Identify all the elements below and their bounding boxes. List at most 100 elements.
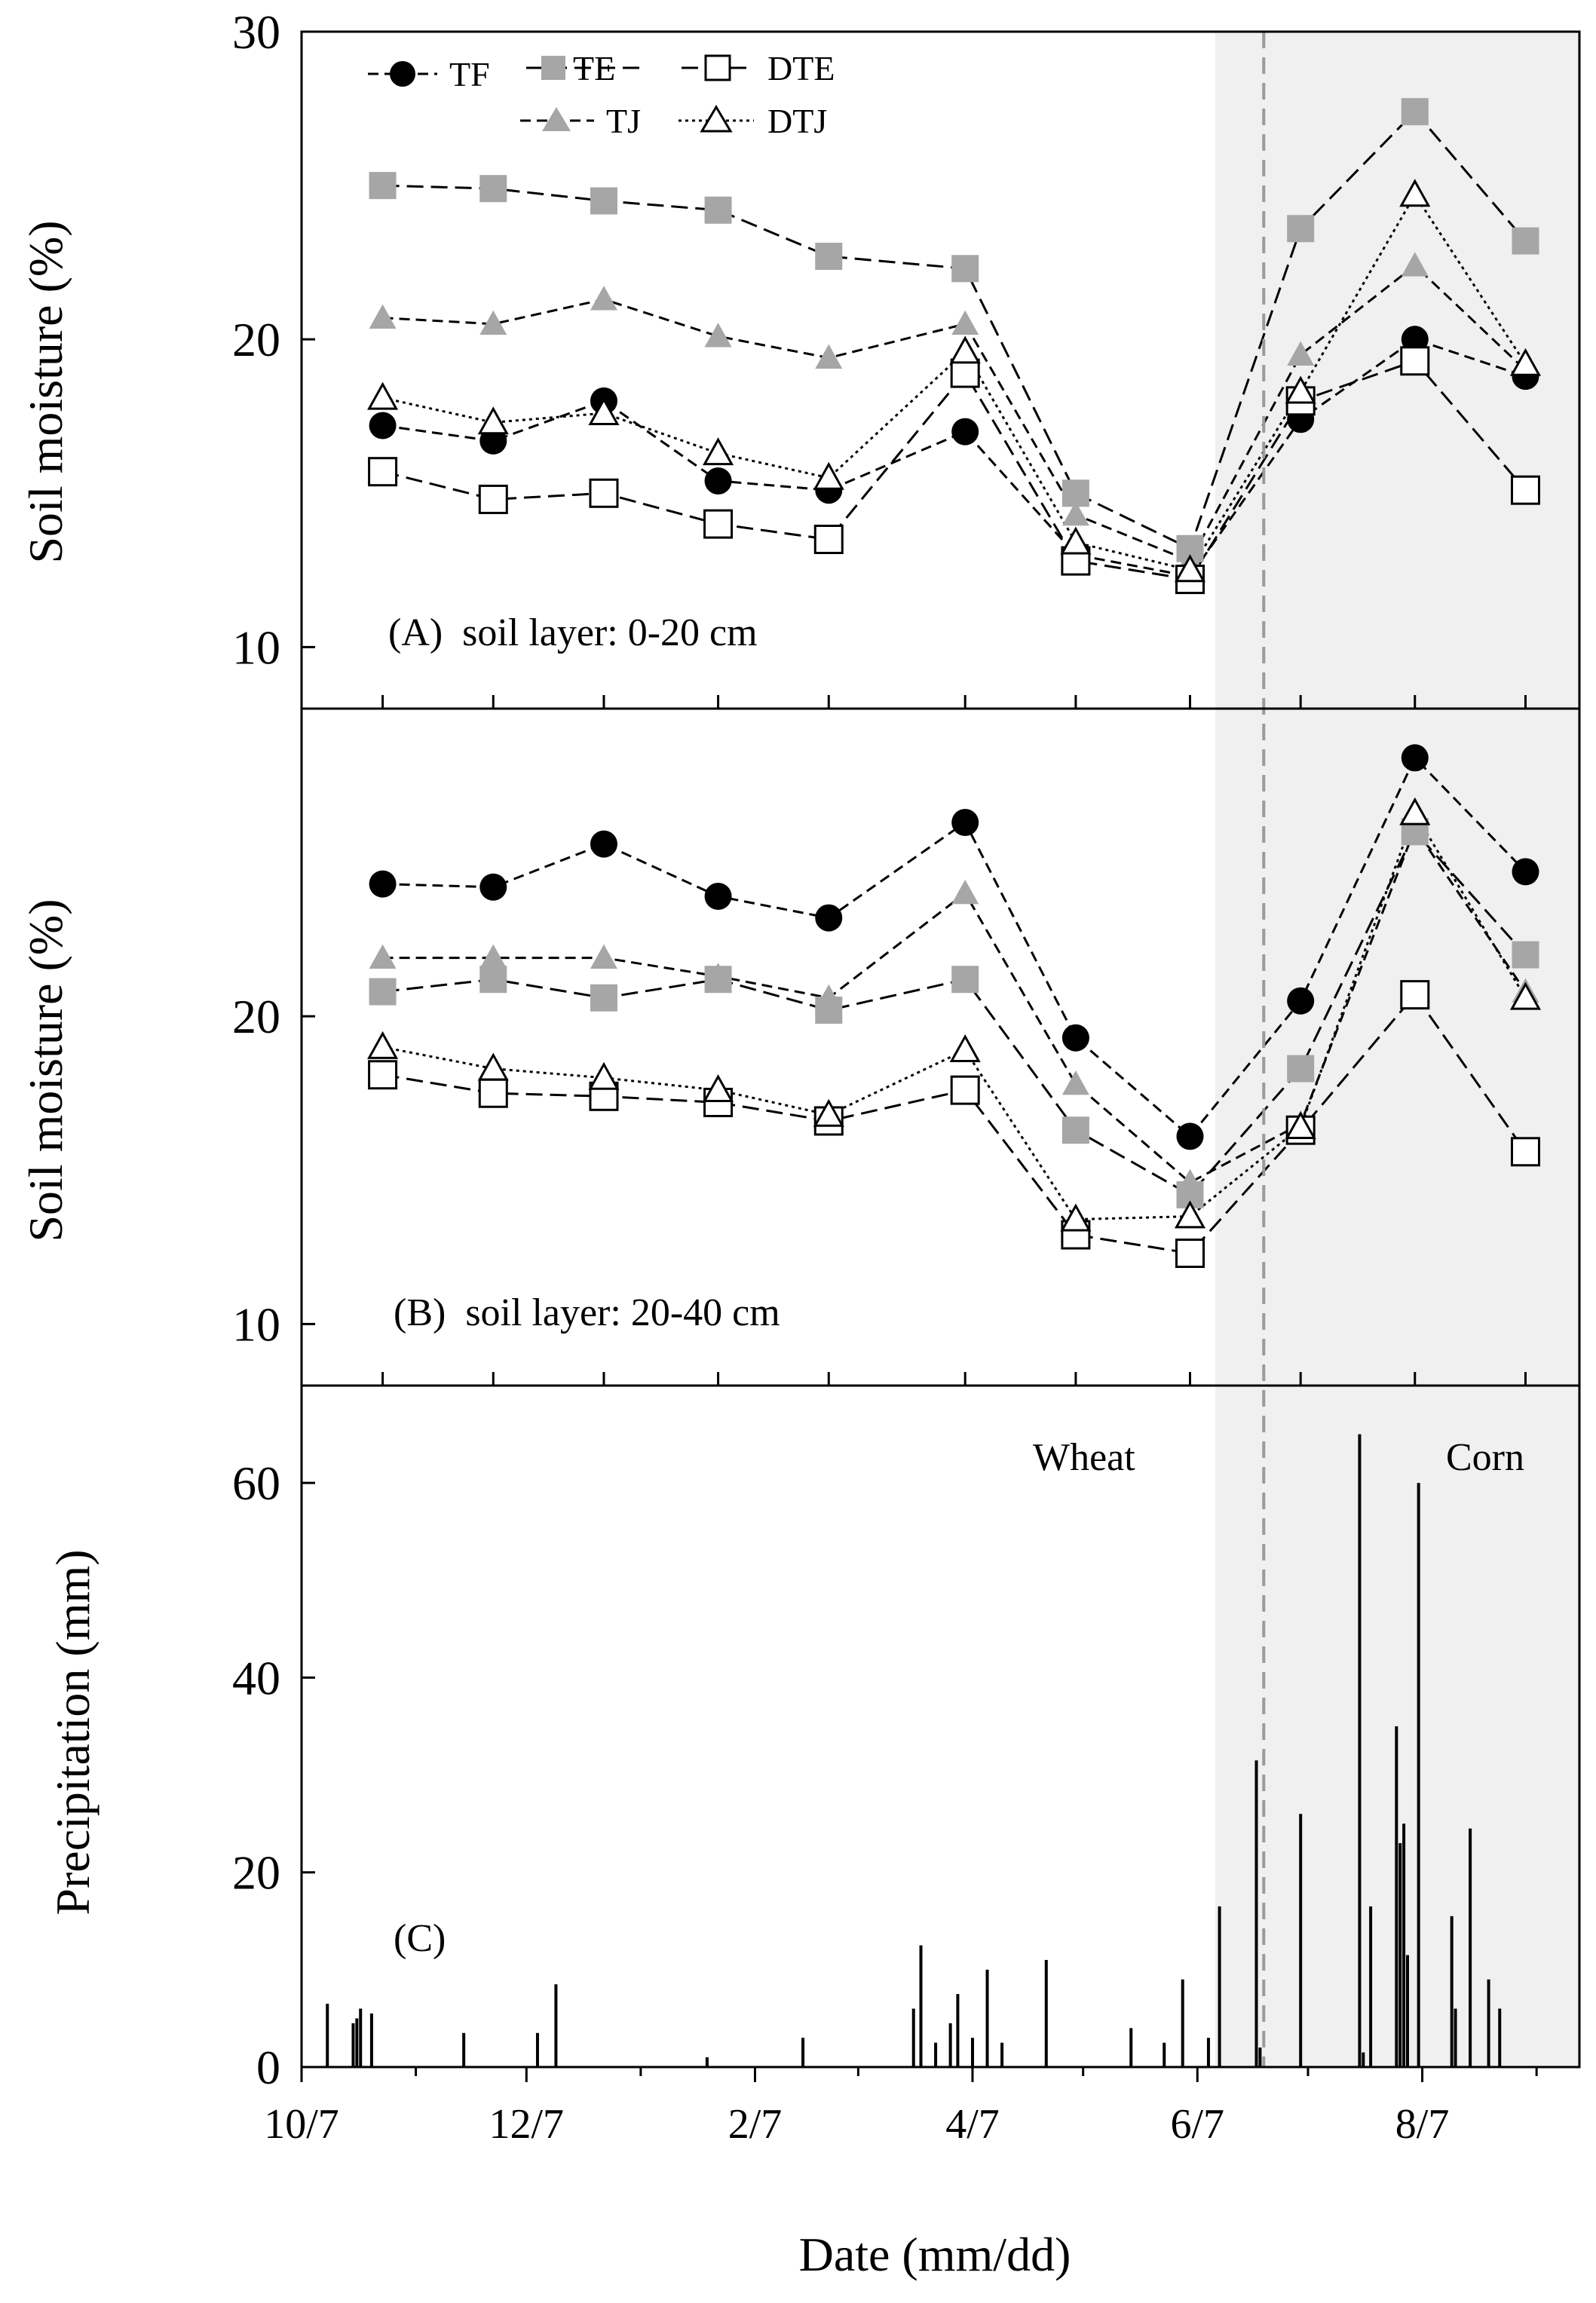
panel-a-point-tj-3 (704, 323, 732, 348)
panel-c-ytick-label-20: 20 (232, 1846, 280, 1900)
panel-a-point-tj-2 (590, 286, 617, 311)
precip-bar-4 (369, 2013, 373, 2067)
panel-a-label: (A) soil layer: 0-20 cm (388, 611, 758, 654)
precip-bar-16 (985, 1969, 989, 2067)
panel-c-ytick-label-0: 0 (256, 2041, 280, 2094)
panel-b-point-dtj-3 (703, 1074, 734, 1103)
panel-b-point-tf-6 (1061, 1024, 1089, 1052)
panel-b-point-tf-10 (1512, 858, 1539, 886)
precip-bar-37 (1469, 1828, 1472, 2067)
panel-b-plot (367, 744, 1542, 1268)
precip-bar-0 (326, 2004, 329, 2067)
panel-b-point-dte-9 (1400, 980, 1430, 1010)
precip-bar-18 (1044, 1959, 1048, 2067)
precip-bar-7 (554, 1984, 558, 2067)
panel-a-ytick-label-10: 10 (232, 620, 280, 674)
panel-a-point-dte-1 (478, 484, 508, 514)
precip-bar-23 (1218, 1906, 1221, 2067)
precipitation-plot (326, 1434, 1502, 2067)
panel-a-point-dtj-2 (588, 397, 620, 426)
panel-b-point-tj-2 (590, 944, 617, 969)
panel-b-point-dtj-5 (949, 1034, 981, 1062)
panel-a-point-te-0 (369, 172, 397, 200)
precip-bar-36 (1454, 2008, 1457, 2067)
legend-label-te: TE (573, 49, 615, 87)
precip-bar-2 (355, 2018, 359, 2067)
panel-b-point-tf-0 (369, 870, 397, 898)
panel-b-point-tf-8 (1287, 987, 1315, 1015)
x-tick-label-6-7: 6/7 (1170, 2101, 1224, 2148)
panel-a-point-te-1 (479, 175, 507, 203)
panel-b-point-te-10 (1512, 941, 1539, 969)
legend-label-tj: TJ (606, 102, 641, 140)
panel-a-point-dtj-1 (477, 406, 509, 435)
panel-b-ytick-label-10: 10 (232, 1297, 280, 1351)
precip-bar-27 (1358, 1434, 1362, 2067)
panel-b-point-tf-2 (590, 830, 617, 858)
panel-b-point-dte-5 (950, 1075, 980, 1105)
precip-bar-11 (919, 1945, 923, 2067)
panel-a-point-tj-9 (1401, 252, 1429, 277)
precip-bar-1 (351, 2023, 355, 2067)
panel-a-point-te-2 (590, 187, 617, 215)
panel-b-point-tf-9 (1401, 744, 1429, 772)
panel-b-ylabel: Soil moisture (%) (19, 899, 72, 1242)
panel-b-point-dtj-1 (477, 1052, 509, 1081)
panel-a-point-te-10 (1512, 227, 1539, 255)
legend-label-dte: DTE (767, 49, 835, 87)
panel-a-point-tj-6 (1061, 501, 1089, 526)
legend-marker-dtj (700, 105, 733, 133)
panel-b-point-tj-1 (479, 944, 507, 969)
panel-b-point-dte-0 (368, 1060, 398, 1090)
x-tick-label-8-7: 8/7 (1395, 2101, 1450, 2148)
panel-b-point-tf-5 (951, 809, 979, 837)
panel-b-point-te-8 (1287, 1055, 1315, 1083)
panel-c-frame (300, 1384, 1581, 2069)
panel-b-point-tj-4 (815, 984, 843, 1009)
panel-b-label: (B) soil layer: 20-40 cm (394, 1291, 780, 1334)
x-axis-label: Date (mm/dd) (799, 2228, 1071, 2281)
precip-bar-30 (1395, 1726, 1398, 2067)
panel-a-ytick-label-30: 30 (232, 5, 280, 59)
precip-bar-6 (535, 2032, 539, 2067)
precip-bar-38 (1487, 1979, 1490, 2067)
precip-bar-20 (1163, 2042, 1166, 2067)
panel-c-ylabel: Precipitation (mm) (46, 1549, 100, 1915)
legend-marker-tj (542, 107, 571, 131)
panel-b-point-tf-4 (815, 904, 843, 932)
panel-a-point-tj-5 (951, 310, 979, 335)
precip-bar-8 (705, 2057, 709, 2067)
legend-item-te: TE (526, 49, 639, 87)
panel-a-point-dtj-8 (1285, 375, 1316, 404)
panel-a-point-dte-5 (950, 358, 980, 388)
precip-bar-21 (1181, 1979, 1184, 2067)
legend-marker-tf (390, 61, 415, 87)
panel-a-point-tf-9 (1401, 326, 1429, 354)
panel-b-point-dtj-2 (588, 1061, 620, 1090)
panel-b-point-dte-1 (478, 1078, 508, 1108)
legend-label-dtj: DTJ (767, 102, 827, 140)
panel-a-point-dtj-7 (1174, 554, 1206, 583)
precip-bar-10 (911, 2008, 915, 2067)
panel-a-point-dtj-6 (1060, 526, 1092, 555)
panel-b-point-dtj-4 (813, 1098, 844, 1127)
panel-a-point-dte-0 (368, 457, 398, 487)
panel-a-point-tj-8 (1287, 341, 1315, 366)
x-tick-label-12-7: 12/7 (489, 2101, 565, 2148)
panel-b-point-te-5 (951, 966, 979, 994)
panel-a-point-te-3 (704, 196, 732, 224)
panel-a-point-dtj-0 (367, 381, 399, 410)
panel-a-point-tj-0 (369, 304, 397, 329)
precip-bar-24 (1254, 1760, 1258, 2067)
panel-b-point-tf-7 (1176, 1122, 1204, 1150)
panel-b-point-tj-0 (369, 944, 397, 969)
panel-a-point-dte-9 (1400, 346, 1430, 376)
panel-b-point-dtj-8 (1285, 1111, 1316, 1140)
panel-a-point-dtj-9 (1399, 179, 1431, 207)
panel-a-point-te-8 (1287, 215, 1315, 243)
panel-b-point-tj-9 (1401, 815, 1429, 840)
panel-b-point-te-0 (369, 978, 397, 1006)
precip-bar-19 (1129, 2028, 1133, 2067)
panel-a-point-tj-4 (815, 344, 843, 369)
